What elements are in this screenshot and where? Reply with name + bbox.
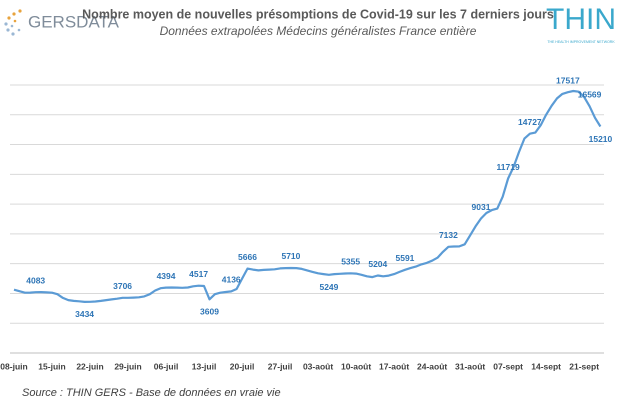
data-label: 4136 [222,275,241,285]
data-label: 5355 [341,257,360,267]
x-tick-label: 31-août [455,361,485,371]
data-label: 9031 [472,202,491,212]
x-tick-label: 20-juil [230,361,255,371]
data-label: 14727 [518,117,542,127]
x-tick-label: 10-août [341,361,371,371]
data-label: 4083 [26,275,45,285]
gers-logo [4,9,22,36]
data-label: 5666 [238,252,257,262]
x-tick-label: 13-juil [192,361,217,371]
data-label: 16569 [578,90,602,100]
data-label: 5710 [281,251,300,261]
x-tick-label: 17-août [379,361,409,371]
x-tick-label: 03-août [303,361,333,371]
data-label: 5249 [319,282,338,292]
x-tick-label: 27-juil [268,361,293,371]
line [13,89,602,303]
data-label: 4517 [189,269,208,279]
data-label: 3434 [75,309,94,319]
chart-title: Nombre moyen de nouvelles présomptions d… [82,7,554,21]
logo-right: THIN [546,3,616,36]
x-tick-label: 06-juil [154,361,179,371]
logo-left: GERSDATA [28,12,120,31]
logo-tagline: THE HEALTH IMPROVEMENT NETWORK [547,40,615,44]
data-label: 17517 [556,75,580,85]
x-tick-label: 07-sept [493,361,523,371]
x-tick-label: 29-juin [114,361,141,371]
source: Source : THIN GERS - Base de données en … [22,387,281,399]
data-label: 5204 [368,259,387,269]
data-label: 3706 [113,281,132,291]
data-label: 7132 [439,230,458,240]
x-tick-label: 14-sept [531,361,561,371]
x-tick-label: 21-sept [569,361,599,371]
x-tick-label: 15-juin [38,361,65,371]
x-tick-label: 08-juin [0,361,27,371]
data-label: 3609 [200,307,219,317]
data-label: 5591 [395,253,414,263]
data-label: 15210 [589,134,613,144]
x-tick-label: 24-août [417,361,447,371]
data-label: 11719 [497,162,520,172]
x-tick-label: 22-juin [76,361,103,371]
chart-subtitle: Données extrapolées Médecins généraliste… [160,24,477,38]
data-label: 4394 [157,271,176,281]
